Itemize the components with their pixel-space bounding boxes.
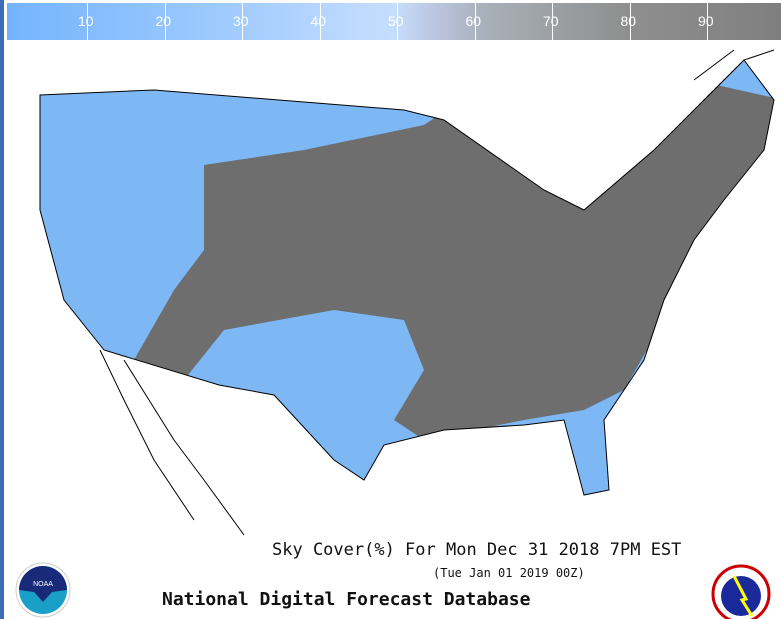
colorbar-tick [552, 3, 553, 40]
colorbar-tick-label: 30 [233, 13, 249, 29]
colorbar-tick [707, 3, 708, 40]
noaa-logo: NOAA [15, 562, 71, 618]
nws-logo [711, 564, 771, 619]
us-outline [39, 59, 775, 496]
colorbar-tick-label: 70 [543, 13, 559, 29]
sky-cover-colorbar: 10 20 30 40 50 60 70 80 90 [7, 3, 781, 40]
map-title: Sky Cover(%) For Mon Dec 31 2018 7PM EST [272, 540, 682, 560]
canada-coast [693, 49, 775, 101]
colorbar-tick [164, 3, 166, 40]
colorbar-tick-label: 20 [155, 13, 172, 29]
colorbar-tick [319, 3, 321, 40]
map-subtitle: (Tue Jan 01 2019 00Z) [433, 566, 585, 580]
colorbar-tick [629, 3, 631, 40]
sky-cover-map [39, 49, 775, 536]
svg-text:NOAA: NOAA [33, 581, 53, 588]
colorbar-tick-label: 80 [620, 13, 637, 29]
footer-title: National Digital Forecast Database [162, 589, 531, 610]
colorbar-tick-label: 60 [465, 13, 482, 29]
colorbar-tick-label: 90 [698, 13, 714, 29]
colorbar-tick-label: 40 [310, 13, 327, 29]
colorbar-tick [242, 3, 243, 40]
colorbar-tick [87, 3, 88, 40]
mexico-coast [99, 349, 245, 536]
colorbar-tick [474, 3, 476, 40]
colorbar-tick-label: 10 [78, 13, 94, 29]
colorbar-tick [397, 3, 398, 40]
colorbar-tick-label: 50 [388, 13, 404, 29]
